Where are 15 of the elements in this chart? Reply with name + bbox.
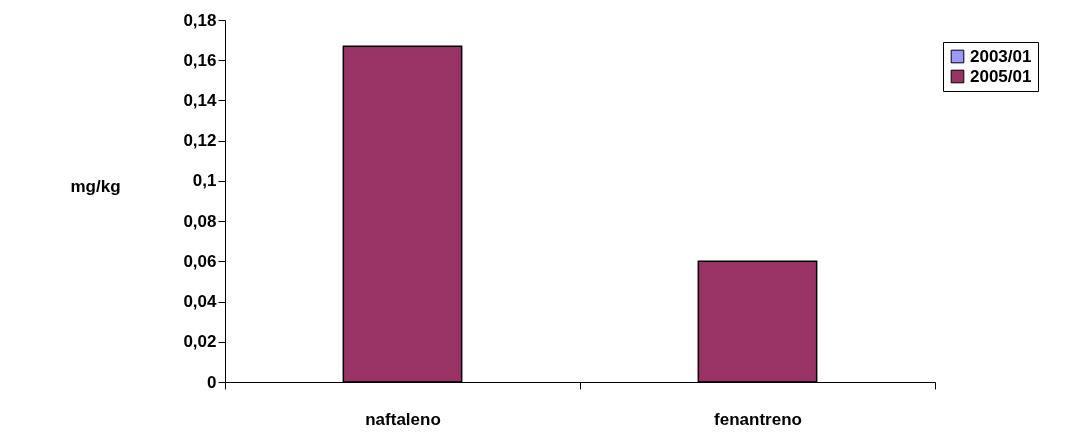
legend-label: 2005/01 xyxy=(970,66,1032,86)
y-tick-label: 0,12 xyxy=(183,131,217,151)
legend-label: 2003/01 xyxy=(970,46,1032,66)
x-tick-label: naftaleno xyxy=(365,409,441,429)
y-tick-label: 0,1 xyxy=(192,171,217,191)
y-axis-title: mg/kg xyxy=(70,176,121,196)
y-tick-label: 0,18 xyxy=(183,10,217,30)
y-tick-label: 0,14 xyxy=(183,90,218,110)
y-tick-label: 0 xyxy=(207,372,217,392)
y-tick-label: 0,16 xyxy=(183,50,217,70)
x-tick-label: fenantreno xyxy=(714,409,802,429)
y-tick-label: 0,02 xyxy=(183,332,217,352)
y-tick-label: 0,08 xyxy=(183,211,217,231)
y-tick-label: 0,06 xyxy=(183,251,217,271)
y-tick-label: 0,04 xyxy=(183,292,218,312)
